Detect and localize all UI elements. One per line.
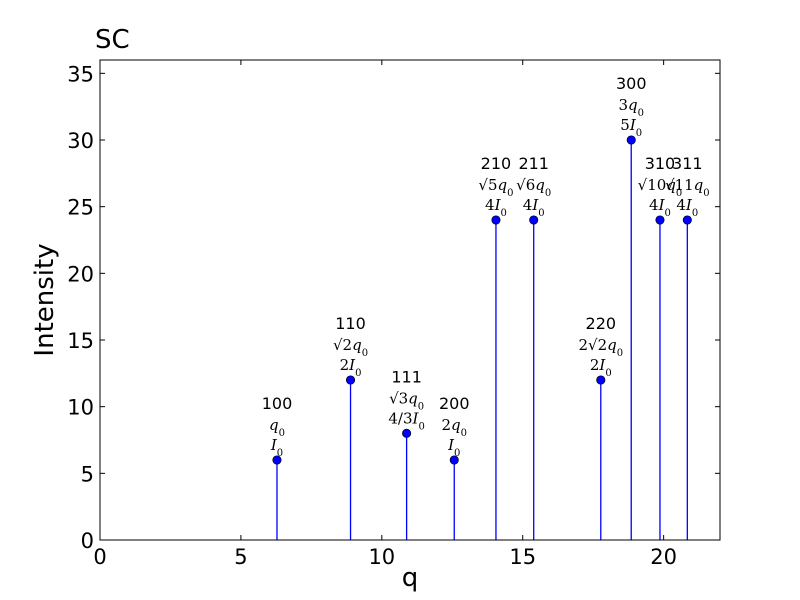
y-axis-label: Intensity: [30, 243, 60, 356]
stem-marker: [402, 428, 412, 438]
peak-q-label: 3q0: [618, 96, 644, 119]
stem-marker: [491, 215, 501, 225]
peak-hkl-label: 211: [518, 154, 549, 173]
peak-intensity-label: 2I0: [590, 356, 612, 379]
peak-intensity-label: I0: [270, 436, 283, 459]
stem-marker: [596, 375, 606, 385]
peak-hkl-label: 200: [439, 394, 470, 413]
y-tick-label: 25: [67, 196, 94, 220]
stem-marker: [449, 455, 459, 465]
peak-intensity-label: 5I0: [620, 116, 642, 139]
stem-marker: [626, 135, 636, 145]
chart-title: SC: [95, 25, 130, 55]
peak-hkl-label: 220: [586, 314, 617, 333]
x-tick-label: 5: [234, 545, 247, 569]
peak-q-label: 2q0: [441, 416, 467, 439]
peak-intensity-label: 4I0: [649, 196, 671, 219]
x-tick-label: 0: [93, 545, 106, 569]
x-tick-label: 10: [368, 545, 395, 569]
peak-intensity-label: I0: [447, 436, 460, 459]
peak-q-label: √5q0: [478, 176, 513, 199]
peak-hkl-label: 110: [335, 314, 366, 333]
peak-intensity-label: 2I0: [340, 356, 362, 379]
peak-q-label: q0: [269, 416, 285, 439]
peak-q-label: √6q0: [516, 176, 551, 199]
x-axis-label: q: [402, 563, 419, 593]
peak-hkl-label: 300: [616, 74, 647, 93]
peak-hkl-label: 311: [672, 154, 703, 173]
peak-intensity-label: 4/3I0: [388, 409, 424, 432]
plot-frame: [99, 59, 721, 541]
peak-hkl-label: 111: [391, 367, 422, 386]
y-tick-label: 5: [81, 462, 94, 486]
peak-hkl-label: 210: [481, 154, 512, 173]
stem-marker: [529, 215, 539, 225]
peak-hkl-label: 100: [262, 394, 293, 413]
peak-q-label: √3q0: [389, 389, 424, 412]
stem-marker: [655, 215, 665, 225]
peak-intensity-label: 4I0: [523, 196, 545, 219]
x-tick-label: 20: [650, 545, 677, 569]
peak-hkl-label: 310: [645, 154, 676, 173]
y-tick-label: 35: [67, 62, 94, 86]
stem-marker: [345, 375, 356, 385]
peak-q-label: √2q0: [333, 336, 368, 359]
stem-marker: [682, 215, 692, 225]
peak-q-label: 2√2q0: [578, 336, 623, 359]
y-tick-label: 15: [67, 329, 94, 353]
stem-marker: [272, 455, 282, 465]
y-tick-label: 0: [81, 529, 94, 553]
peak-intensity-label: 4I0: [485, 196, 507, 219]
peak-q-label: √10q0: [638, 176, 683, 199]
peak-q-label: √11q0: [665, 176, 710, 199]
y-tick-label: 30: [67, 129, 94, 153]
x-tick-label: 15: [509, 545, 536, 569]
y-tick-label: 20: [67, 262, 94, 286]
peak-intensity-label: 4I0: [676, 196, 698, 219]
y-tick-label: 10: [67, 396, 94, 420]
